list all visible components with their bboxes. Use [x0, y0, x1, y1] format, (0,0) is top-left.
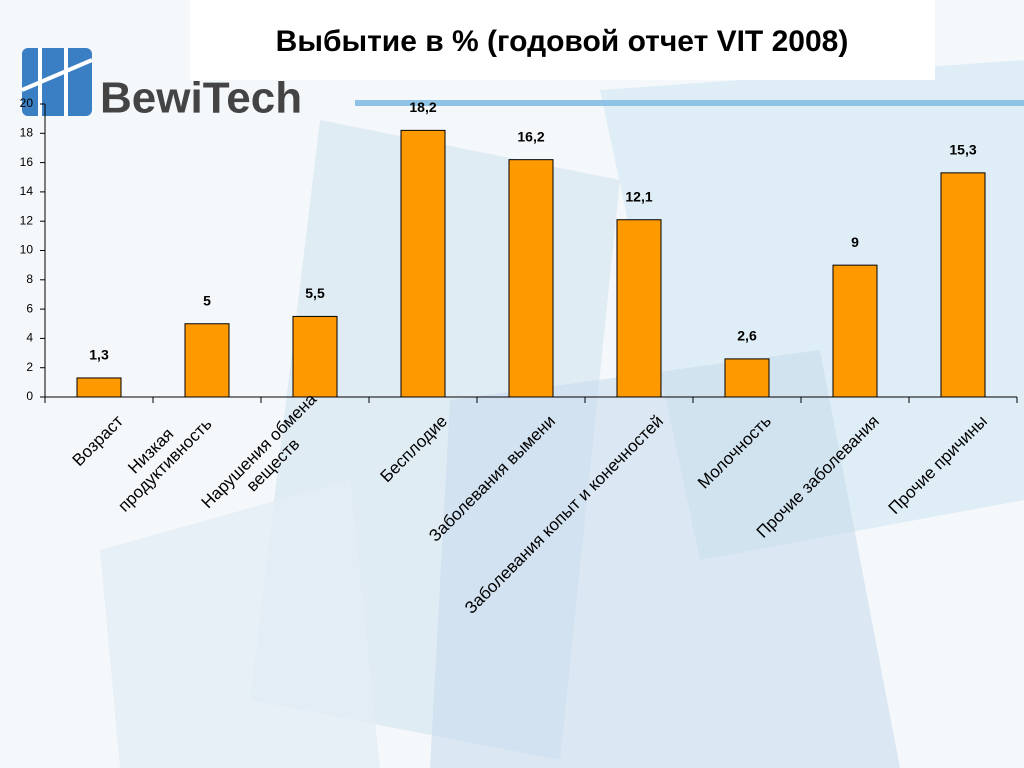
y-tick-label: 8 — [26, 272, 33, 286]
y-tick-label: 20 — [20, 96, 34, 110]
chart-title: Выбытие в % (годовой отчет VIT 2008) — [276, 25, 849, 58]
y-tick-label: 12 — [20, 213, 34, 227]
bar — [76, 377, 122, 398]
logo: BewiTech — [21, 48, 1024, 123]
bar — [400, 129, 446, 398]
bar — [940, 172, 986, 398]
value-label: 1,3 — [89, 347, 109, 363]
y-tick-label: 0 — [26, 389, 33, 403]
value-label: 5 — [203, 292, 211, 308]
y-tick-label: 16 — [20, 155, 34, 169]
bar — [292, 315, 338, 398]
bar — [616, 219, 662, 398]
value-label: 9 — [851, 234, 859, 250]
bar — [832, 264, 878, 398]
value-label: 2,6 — [737, 328, 757, 344]
y-tick-label: 2 — [26, 360, 33, 374]
value-label: 18,2 — [409, 99, 436, 115]
bar — [508, 159, 554, 398]
value-label: 16,2 — [517, 128, 544, 144]
value-label: 12,1 — [625, 188, 652, 204]
y-tick-label: 18 — [20, 125, 34, 139]
y-tick-label: 4 — [26, 331, 33, 345]
bar — [184, 323, 230, 398]
logo-text: BewiTech — [100, 74, 302, 123]
y-tick-label: 6 — [26, 301, 33, 315]
y-tick-label: 10 — [20, 243, 34, 257]
value-label: 5,5 — [305, 285, 325, 301]
bar — [724, 358, 770, 398]
y-tick-label: 14 — [20, 184, 34, 198]
value-label: 15,3 — [949, 142, 976, 158]
